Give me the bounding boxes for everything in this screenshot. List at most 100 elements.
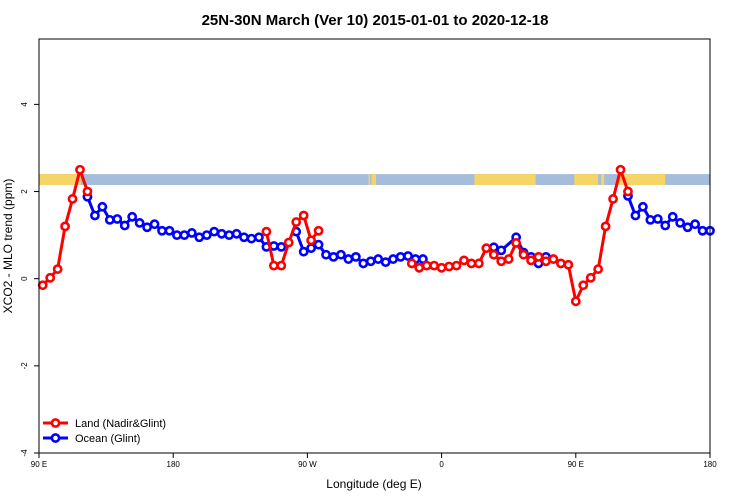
data-point	[526, 255, 536, 266]
x-tick-label: 90 E	[31, 460, 47, 469]
data-point	[276, 241, 287, 252]
x-tick-label: 180	[703, 460, 717, 469]
land-band-segment	[474, 174, 536, 185]
data-point	[224, 230, 235, 241]
data-point	[541, 256, 551, 267]
plot-frame	[38, 38, 711, 454]
data-point	[533, 251, 544, 262]
data-point	[406, 258, 417, 269]
y-tick-label: -4	[20, 449, 29, 457]
data-point	[600, 221, 611, 232]
data-point	[690, 219, 700, 230]
data-point	[473, 258, 484, 269]
data-point	[350, 251, 361, 262]
data-point	[660, 220, 671, 231]
data-point	[421, 260, 432, 271]
data-point	[104, 214, 115, 225]
data-point	[90, 210, 100, 221]
y-tick-label: 0	[20, 276, 29, 281]
data-point	[555, 258, 566, 269]
x-axis-label: Longitude (deg E)	[326, 477, 421, 491]
data-point	[608, 194, 618, 204]
data-point	[380, 257, 391, 268]
data-point	[615, 164, 626, 175]
data-point	[481, 243, 492, 254]
data-point	[388, 254, 399, 264]
data-point	[134, 218, 145, 228]
data-point	[201, 230, 212, 241]
data-point	[149, 219, 160, 230]
data-point	[209, 226, 220, 237]
y-tick-label: 4	[20, 102, 29, 107]
data-point	[570, 296, 581, 307]
x-tick-label: 180	[167, 460, 181, 469]
data-point	[216, 228, 227, 239]
data-point	[444, 261, 454, 272]
x-tick-label: 90 E	[568, 460, 584, 469]
y-axis: -4 -2 0 2 4	[20, 102, 39, 457]
data-point	[119, 220, 130, 231]
data-point	[306, 235, 317, 246]
data-point	[179, 230, 190, 241]
data-point	[37, 280, 48, 291]
x-tick-label: 90 W	[298, 460, 317, 469]
legend-marker	[50, 418, 61, 428]
data-point	[511, 238, 522, 248]
data-point	[194, 232, 205, 243]
x-axis: 90 E 180 90 W 0 90 E 180	[31, 453, 717, 469]
chart-title: 25N-30N March (Ver 10) 2015-01-01 to 202…	[202, 12, 549, 29]
data-point	[496, 256, 507, 267]
data-point	[276, 260, 287, 271]
series-land	[37, 164, 633, 307]
y-tick-label: -2	[20, 362, 29, 370]
data-point	[697, 225, 708, 236]
data-point	[328, 251, 339, 262]
data-point	[403, 251, 413, 261]
data-point	[373, 254, 384, 264]
land-band-segment	[601, 174, 605, 185]
data-point	[321, 249, 331, 260]
legend: Land (Nadir&Glint) Ocean (Glint)	[43, 418, 166, 445]
data-point	[459, 255, 469, 266]
data-point	[97, 201, 108, 212]
data-point	[313, 239, 324, 250]
data-point	[667, 211, 678, 222]
data-point	[563, 259, 574, 270]
data-point	[358, 258, 369, 269]
data-point	[682, 222, 693, 233]
data-point	[414, 262, 425, 273]
data-point	[623, 186, 633, 197]
land-band-segment	[371, 174, 376, 185]
land-band-segment	[617, 174, 666, 185]
data-point	[488, 249, 499, 260]
data-point	[172, 230, 182, 241]
data-point	[186, 228, 197, 238]
data-point	[246, 233, 257, 244]
data-point	[164, 225, 175, 236]
data-point	[67, 194, 78, 204]
land-band-segment	[39, 174, 81, 185]
data-point	[451, 260, 462, 271]
data-point	[429, 260, 440, 271]
land-band-segment	[574, 174, 599, 185]
data-point	[283, 237, 294, 248]
data-point	[630, 210, 641, 221]
data-point	[365, 256, 376, 267]
data-point	[298, 246, 309, 257]
land-band-segment	[368, 174, 371, 185]
data-point	[466, 258, 477, 269]
data-point	[157, 225, 167, 236]
y-tick-label: 2	[20, 189, 29, 194]
data-point	[52, 264, 63, 274]
data-point	[652, 214, 663, 224]
data-point	[239, 232, 249, 243]
data-point	[585, 272, 596, 283]
data-point	[306, 243, 317, 254]
data-point	[82, 186, 93, 197]
land-ocean-band	[39, 174, 710, 185]
data-point	[675, 218, 686, 228]
legend-label: Ocean (Glint)	[75, 433, 140, 445]
legend-marker	[50, 433, 61, 443]
data-point	[268, 260, 279, 271]
data-point	[127, 211, 138, 222]
